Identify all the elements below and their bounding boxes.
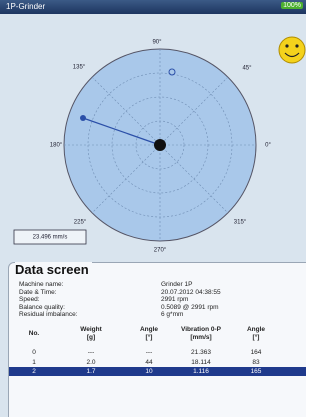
angle-label: 45° [242, 66, 252, 72]
vector-point [80, 115, 86, 121]
table-cell: --- [124, 349, 174, 356]
column-unit: [°] [231, 334, 281, 341]
angle-label: 180° [50, 143, 63, 149]
screen: 1P-Grinder 100% 90° 45° 0° 315° 270° 225… [0, 0, 306, 417]
table-cell: 2 [9, 368, 59, 375]
field-label: Speed: [19, 296, 40, 303]
table-cell: 165 [231, 368, 281, 375]
table-cell: 18.114 [176, 359, 226, 366]
field-value: 6 g*mm [161, 311, 183, 318]
table-cell: 21.363 [176, 349, 226, 356]
field-value: 2991 rpm [161, 296, 188, 303]
polar-plot: 90° 45° 0° 315° 270° 225° 180° 135° 23.4… [0, 0, 306, 262]
field-value: 20.07.2012 04:38:55 [161, 289, 221, 296]
status-smiley [279, 37, 305, 63]
table-cell: 1.116 [176, 368, 226, 375]
data-panel: Data screen Machine name: Grinder 1P Date … [8, 262, 306, 417]
table-cell: 1.7 [66, 368, 116, 375]
field-label: Residual imbalance: [19, 311, 78, 318]
readout: 23.496 mm/s [33, 235, 68, 241]
angle-label: 225° [74, 220, 87, 226]
column-name: Weight [66, 326, 116, 333]
table-cell: 44 [124, 359, 174, 366]
angle-label: 315° [234, 220, 247, 226]
angle-label: 90° [152, 40, 162, 46]
center [154, 139, 166, 151]
column-unit: [g] [66, 334, 116, 341]
panel-title: Data screen [15, 262, 92, 277]
table-cell: 1 [9, 359, 59, 366]
field-value: Grinder 1P [161, 281, 192, 288]
column-name: No. [9, 330, 59, 337]
column-unit: [mm/s] [176, 334, 226, 341]
table-cell: 2.0 [66, 359, 116, 366]
table-cell: --- [66, 349, 116, 356]
column-unit: [°] [124, 334, 174, 341]
table-cell: 83 [231, 359, 281, 366]
angle-label: 135° [73, 65, 86, 71]
table-cell: 0 [9, 349, 59, 356]
table-cell: 164 [231, 349, 281, 356]
column-name: Angle [124, 326, 174, 333]
angle-label: 270° [154, 248, 167, 254]
table-cell: 10 [124, 368, 174, 375]
column-name: Vibration 0-P [176, 326, 226, 333]
column-name: Angle [231, 326, 281, 333]
field-label: Date & Time: [19, 289, 57, 296]
field-label: Machine name: [19, 281, 63, 288]
field-label: Balance quality: [19, 304, 65, 311]
angle-label: 0° [265, 143, 271, 149]
field-value: 0.5089 @ 2991 rpm [161, 304, 219, 311]
